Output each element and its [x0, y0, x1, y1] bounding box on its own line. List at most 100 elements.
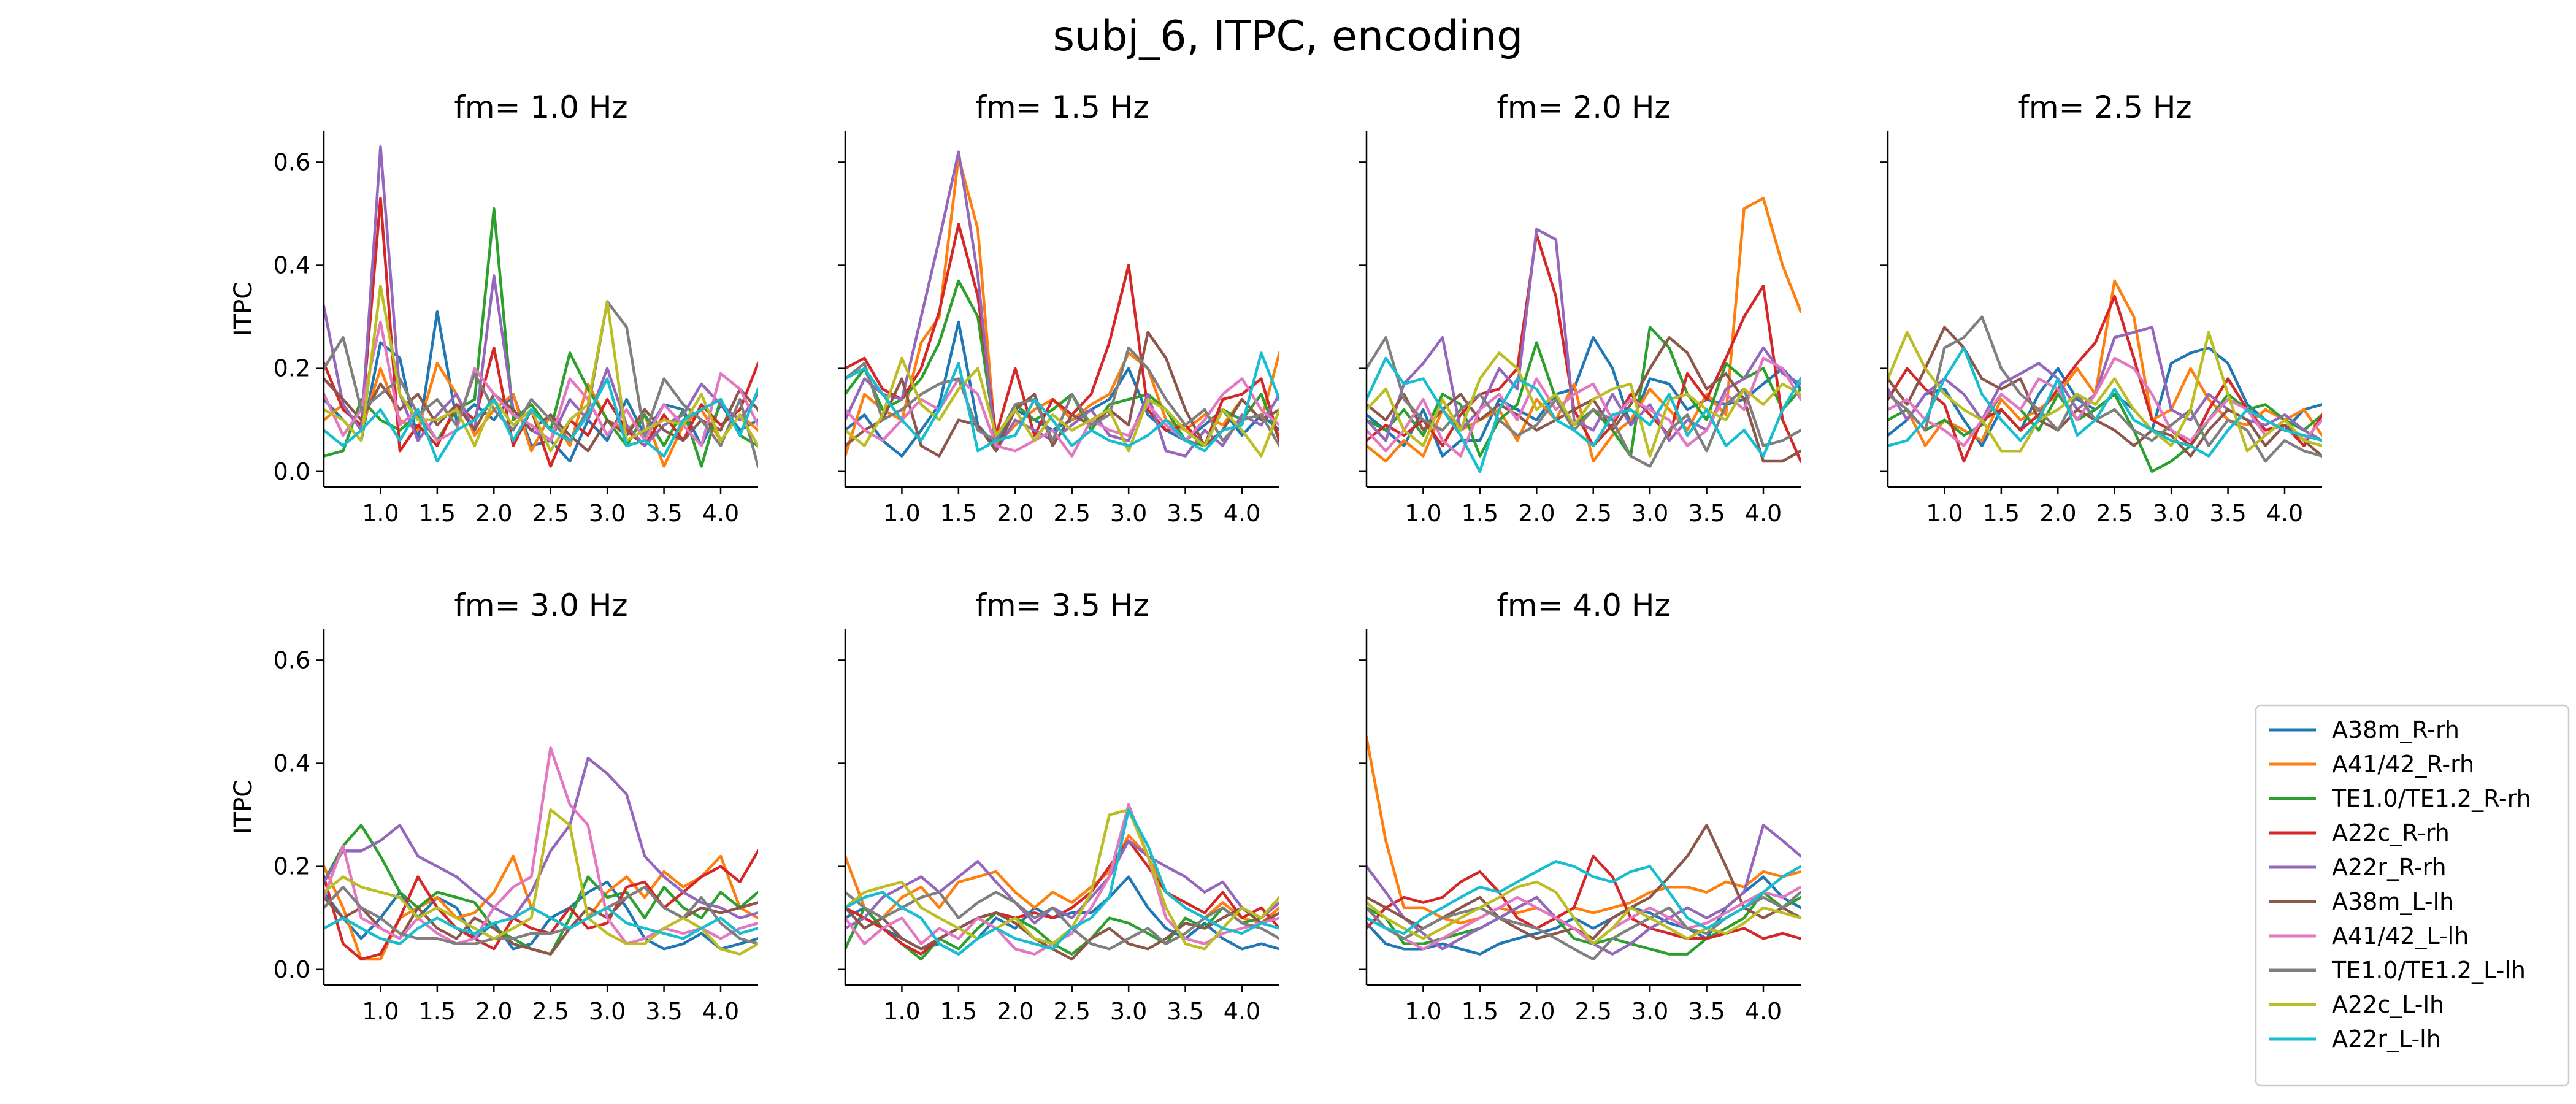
panel-2: fm= 1.5 Hz 1.0 1.5 2.0 2.5 3.0 3.5 4.0	[838, 90, 1279, 527]
legend-item: A22c_L-lh	[2269, 991, 2444, 1018]
series-line-6	[845, 905, 1279, 961]
y-tick-label: 0.0	[274, 458, 310, 485]
panel-7: fm= 4.0 Hz 1.0 1.5 2.0 2.5 3.0 3.5 4.0	[1359, 588, 1801, 1025]
legend-item: TE1.0/TE1.2_R-rh	[2269, 785, 2531, 812]
series-line-5	[324, 145, 758, 448]
x-tick-label: 4.0	[2266, 500, 2303, 527]
series-line-5	[1888, 326, 2322, 442]
x-tick-label: 2.5	[532, 500, 569, 527]
x-tick-label: 3.0	[589, 500, 626, 527]
series-line-6	[845, 331, 1279, 458]
x-tick-label: 3.5	[1167, 998, 1203, 1025]
x-tick-label: 1.0	[1405, 998, 1441, 1025]
x-tick-label: 1.5	[940, 500, 977, 527]
y-tick-label: 0.4	[274, 750, 310, 777]
legend-label: A41/42_L-lh	[2332, 922, 2469, 949]
x-tick-label: 3.0	[1631, 500, 1668, 527]
legend-item: A22c_R-rh	[2269, 819, 2450, 846]
series-line-8	[845, 890, 1279, 951]
panel-title: fm= 2.5 Hz	[2018, 90, 2191, 125]
legend-item: TE1.0/TE1.2_L-lh	[2269, 957, 2526, 984]
y-axis-label: ITPC	[229, 282, 258, 336]
legend-item: A22r_R-rh	[2269, 854, 2447, 881]
series-line-5	[845, 839, 1279, 930]
x-tick-label: 2.5	[1053, 500, 1090, 527]
panels: fm= 1.0 Hz 1.0 1.5 2.0 2.5 3.0 3.5 4.0 0.0 0.2 0.4…	[229, 90, 2322, 1025]
series-line-7	[1888, 356, 2322, 448]
series-lines	[845, 803, 1279, 961]
y-tick-label: 0.4	[274, 252, 310, 279]
x-tick-label: 1.0	[1926, 500, 1963, 527]
x-tick-label: 3.0	[2153, 500, 2190, 527]
x-tick-label: 1.5	[1462, 998, 1498, 1025]
x-tick-label: 4.0	[702, 500, 739, 527]
x-tick-label: 1.0	[1405, 500, 1441, 527]
series-line-7	[324, 746, 758, 946]
y-tick-label: 0.2	[274, 853, 310, 880]
x-tick-label: 2.0	[997, 500, 1033, 527]
x-tick-label: 3.0	[1631, 998, 1668, 1025]
x-tick-label: 3.5	[645, 998, 682, 1025]
series-line-3	[845, 895, 1279, 961]
panel-3: fm= 2.0 Hz 1.0 1.5 2.0 2.5 3.0 3.5 4.0	[1359, 90, 1801, 527]
series-line-5	[1367, 228, 1801, 442]
panel-1: fm= 1.0 Hz 1.0 1.5 2.0 2.5 3.0 3.5 4.0 0.0 0.2 0.4…	[229, 90, 758, 527]
panel-title: fm= 4.0 Hz	[1497, 588, 1670, 623]
legend-box	[2255, 704, 2570, 1087]
series-line-9	[845, 808, 1279, 951]
x-tick-label: 2.0	[475, 500, 512, 527]
legend-label: A22r_L-lh	[2332, 1025, 2441, 1052]
x-tick-label: 1.0	[883, 500, 920, 527]
series-line-4	[1367, 232, 1801, 463]
legend-item: A41/42_L-lh	[2269, 922, 2469, 949]
series-line-9	[1367, 880, 1801, 946]
y-tick-label: 0.6	[274, 646, 310, 673]
x-tick-label: 1.5	[1983, 500, 2020, 527]
series-line-10	[1367, 356, 1801, 473]
y-axis-label: ITPC	[229, 780, 258, 834]
x-tick-label: 3.5	[1167, 500, 1203, 527]
series-line-4	[324, 849, 758, 961]
x-tick-label: 3.0	[1110, 500, 1147, 527]
legend: A38m_R-rh A41/42_R-rh TE1.0/TE1.2_R-rh A22c…	[2255, 704, 2570, 1087]
series-lines	[845, 150, 1279, 458]
panel-6: fm= 3.5 Hz 1.0 1.5 2.0 2.5 3.0 3.5 4.0	[838, 588, 1279, 1025]
x-tick-label: 1.5	[419, 998, 456, 1025]
series-line-9	[324, 284, 758, 453]
legend-item: A22r_L-lh	[2269, 1025, 2441, 1052]
x-tick-label: 4.0	[702, 998, 739, 1025]
series-lines	[1888, 279, 2322, 473]
series-line-2	[1367, 735, 1801, 925]
series-line-3	[1367, 326, 1801, 458]
x-tick-label: 4.0	[1745, 500, 1782, 527]
x-tick-label: 2.0	[997, 998, 1033, 1025]
series-lines	[324, 746, 758, 961]
x-tick-label: 1.0	[362, 998, 399, 1025]
series-line-8	[324, 886, 758, 946]
x-tick-label: 2.5	[2096, 500, 2133, 527]
x-tick-label: 2.5	[1574, 998, 1611, 1025]
x-tick-label: 1.5	[940, 998, 977, 1025]
y-tick-label: 0.0	[274, 956, 310, 983]
x-tick-label: 2.0	[475, 998, 512, 1025]
legend-label: A38m_R-rh	[2332, 716, 2459, 743]
series-line-10	[324, 377, 758, 463]
series-line-6	[1888, 326, 2322, 458]
x-tick-label: 3.5	[1688, 500, 1725, 527]
x-tick-label: 4.0	[1224, 998, 1260, 1025]
legend-item: A38m_L-lh	[2269, 888, 2454, 915]
series-lines	[1367, 197, 1801, 473]
panel-title: fm= 2.0 Hz	[1497, 90, 1670, 125]
legend-item: A38m_R-rh	[2269, 716, 2459, 743]
series-line-8	[1367, 335, 1801, 468]
legend-label: A41/42_R-rh	[2332, 751, 2474, 778]
panel-5: fm= 3.0 Hz 1.0 1.5 2.0 2.5 3.0 3.5 4.0 0.0 0.2 0.4…	[229, 588, 758, 1025]
x-tick-label: 3.0	[1110, 998, 1147, 1025]
series-line-8	[1888, 315, 2322, 463]
legend-label: A38m_L-lh	[2332, 888, 2454, 915]
legend-label: A22c_R-rh	[2332, 819, 2450, 846]
panel-4: fm= 2.5 Hz 1.0 1.5 2.0 2.5 3.0 3.5 4.0	[1880, 90, 2322, 527]
x-tick-label: 2.5	[1574, 500, 1611, 527]
